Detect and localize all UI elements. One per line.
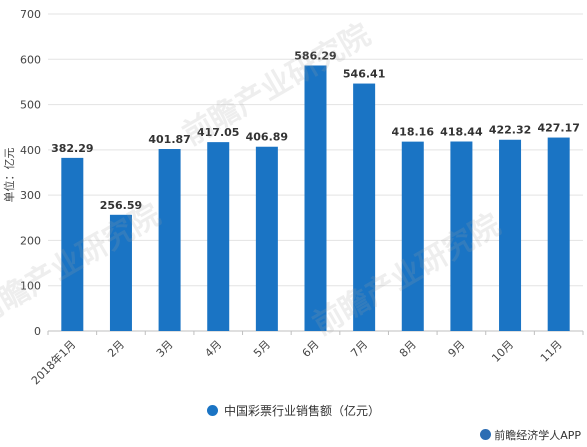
bar [499,139,522,331]
y-tick-label: 0 [34,325,41,338]
x-tick-label: 10月 [489,338,516,365]
source-credit: 前瞻经济学人APP [480,427,581,443]
data-label: 418.44 [440,126,483,139]
y-axis-label: 单位：亿元 [2,148,16,203]
y-axis-ticks: 0 100 200 300 400 500 600 700 [20,8,41,338]
x-tick-label: 7月 [348,338,370,360]
bar-chart: 0 100 200 300 400 500 600 700 382.29 256.59 401.8… [2,8,584,387]
bar [353,83,376,332]
x-tick-label: 11月 [538,338,565,365]
bars [61,65,570,332]
x-tick-label: 2018年1月 [28,337,78,387]
data-label: 256.59 [100,199,142,212]
bar [109,214,132,331]
bar [450,141,473,331]
data-label: 406.89 [246,131,288,144]
x-tick-label: 4月 [202,338,224,360]
data-label: 417.05 [197,126,239,139]
data-label: 427.17 [537,122,579,135]
data-label: 401.87 [148,133,190,146]
data-label: 418.16 [392,126,435,139]
y-tick-label: 500 [20,99,41,112]
y-tick-label: 100 [20,280,41,293]
bar [207,142,230,331]
y-tick-label: 300 [20,189,41,202]
data-label: 422.32 [489,124,531,137]
y-tick-label: 700 [20,8,41,21]
bar [304,65,327,331]
y-tick-label: 200 [20,234,41,247]
x-tick-label: 3月 [154,338,176,360]
x-axis-ticks: 2018年1月 2月 3月 4月 5月 6月 7月 8月 9月 10月 11月 [28,331,584,387]
value-labels: 382.29 256.59 401.87 417.05 406.89 586.29 546.… [51,49,580,211]
x-tick-label: 8月 [397,338,419,360]
y-tick-label: 600 [20,53,41,66]
bar [61,157,84,331]
bar [158,149,181,331]
data-label: 586.29 [294,49,336,62]
x-tick-label: 2月 [105,338,127,360]
x-tick-label: 9月 [446,338,468,360]
data-label: 382.29 [51,142,93,155]
legend-marker [206,405,218,416]
x-tick-label: 5月 [251,338,273,360]
legend-label: 中国彩票行业销售额（亿元） [223,404,380,418]
x-tick-label: 6月 [300,338,322,360]
legend: 中国彩票行业销售额（亿元） [0,402,587,419]
source-logo-icon [480,429,492,440]
data-label: 546.41 [343,68,385,81]
bar [547,137,570,331]
bar [401,141,424,331]
y-tick-label: 400 [20,144,41,157]
source-text: 前瞻经济学人APP [494,429,581,442]
bar [255,146,278,331]
